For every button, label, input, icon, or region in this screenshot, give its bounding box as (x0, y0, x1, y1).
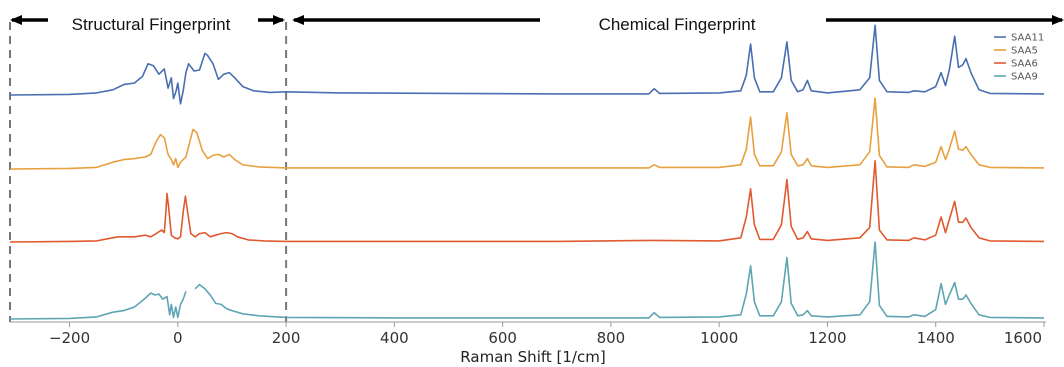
legend-label-saa11: SAA11 (1011, 33, 1044, 44)
legend-label-saa6: SAA6 (1011, 59, 1038, 70)
x-tick-label: 800 (597, 329, 626, 347)
series-line-saa11 (9, 24, 1045, 105)
series-line-saa6 (9, 160, 1045, 243)
structural-fingerprint-label: Structural Fingerprint (72, 15, 231, 34)
x-axis-title: Raman Shift [1/cm] (460, 348, 605, 366)
x-tick-label: 0 (173, 329, 183, 347)
x-tick-label: 1400 (917, 329, 955, 347)
x-tick-label: 1600 (1004, 329, 1042, 347)
x-tick-label: −200 (49, 329, 90, 347)
legend: SAA11 SAA5 SAA6 SAA9 (994, 33, 1044, 83)
x-tick-label: 1200 (808, 329, 846, 347)
series-lines (9, 24, 1045, 320)
x-tick-label: 1000 (700, 329, 738, 347)
x-axis: Raman Shift [1/cm] (10, 321, 1046, 366)
chemical-fingerprint-label: Chemical Fingerprint (599, 15, 756, 34)
x-axis-ticks: −200 0 200 400 600 800 1000 1200 1400 1600 (49, 322, 1045, 347)
x-tick-label: 600 (488, 329, 517, 347)
region-boundaries (9, 22, 288, 322)
x-tick-label: 400 (380, 329, 409, 347)
x-tick-label: 200 (272, 329, 301, 347)
region-annotations: Structural Fingerprint Chemical Fingerpr… (10, 15, 1064, 34)
legend-label-saa9: SAA9 (1011, 72, 1038, 83)
legend-label-saa5: SAA5 (1011, 46, 1038, 57)
series-line-saa5 (9, 97, 1045, 170)
series-line-saa9 (9, 241, 1045, 320)
